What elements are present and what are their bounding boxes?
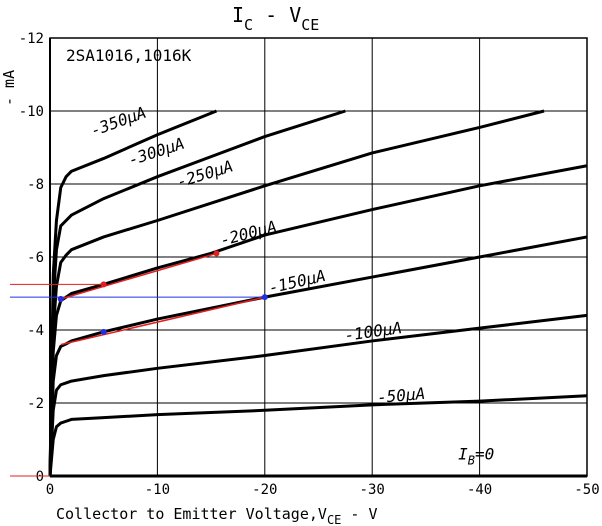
curve-label: -150μA (267, 266, 328, 298)
curve-label: IB=0 (458, 445, 494, 468)
curve-line (48, 164, 588, 477)
curve-label: -50μA (376, 384, 426, 407)
x-tick-label: -20 (252, 482, 277, 498)
curves (48, 109, 588, 478)
x-tick-label: -10 (145, 482, 170, 498)
y-tick-label: -2 (27, 396, 44, 412)
red-slope-line (60, 296, 265, 346)
part-number: 2SA1016,1016K (66, 46, 192, 65)
curve-line (48, 235, 588, 477)
overlay-lines (10, 252, 265, 477)
marker-point (261, 294, 268, 301)
curve-line (48, 109, 218, 477)
x-axis-label: Collector to Emitter Voltage,VCE - V (56, 505, 378, 526)
y-tick-label: 0 (36, 469, 44, 485)
marker-point (213, 250, 220, 257)
y-axis-label: - mA (0, 70, 18, 106)
y-tick-label: -6 (27, 250, 44, 266)
curve-label: -200μA (218, 217, 279, 250)
markers (57, 250, 268, 335)
y-tick-label: -8 (27, 177, 44, 193)
marker-point (57, 295, 64, 302)
x-tick-label: 0 (46, 482, 54, 498)
curve-line (48, 313, 588, 477)
x-tick-label: -30 (360, 482, 385, 498)
y-tick-label: -10 (19, 104, 44, 120)
tick-labels: 0 -10 -20 -30 -40 -50 0 -2 -4 -6 -8 -10 -12 (19, 31, 600, 498)
y-tick-label: -12 (19, 31, 44, 47)
curve-line (48, 109, 346, 477)
y-tick-label: -4 (27, 323, 44, 339)
curve-label: -300μA (126, 134, 187, 170)
chart-title: IC - VCE (232, 3, 319, 34)
curve-label: -250μA (174, 156, 235, 191)
red-slope-line (60, 252, 217, 300)
curve-line (48, 109, 545, 477)
curve-label: -100μA (343, 318, 403, 345)
curve-line (48, 394, 588, 477)
marker-point (100, 281, 107, 288)
curve-label: -350μA (88, 103, 149, 141)
curve-labels: IB=0 -50μA -100μA -150μA -200μA -250μA-300μA-… (88, 103, 494, 468)
x-tick-label: -50 (574, 482, 599, 498)
marker-point (100, 328, 107, 335)
grid (49, 37, 588, 477)
x-tick-label: -40 (467, 482, 492, 498)
